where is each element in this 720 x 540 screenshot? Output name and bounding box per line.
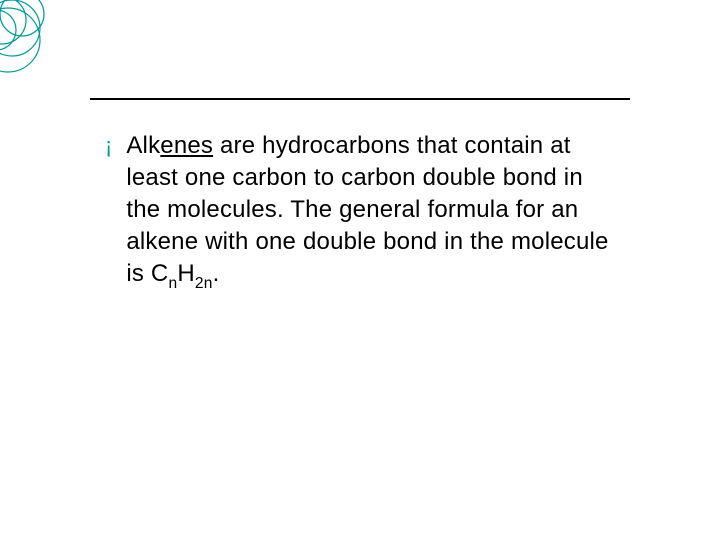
circles-icon: [0, 0, 80, 80]
bullet-item: ¡ Alkenes are hydrocarbons that contain …: [105, 130, 615, 299]
horizontal-rule: [90, 98, 630, 100]
text-part: Alk: [126, 132, 160, 159]
slide: ¡ Alkenes are hydrocarbons that contain …: [0, 0, 720, 540]
text-part: H: [177, 260, 195, 287]
body-text: Alkenes are hydrocarbons that contain at…: [126, 130, 615, 299]
bullet-glyph: ¡: [105, 130, 112, 162]
corner-decoration: [0, 0, 80, 80]
subscript: 2n: [195, 275, 213, 292]
text-underlined: enes: [160, 132, 213, 159]
text-part: .: [213, 260, 220, 287]
subscript: n: [168, 275, 177, 292]
content-area: ¡ Alkenes are hydrocarbons that contain …: [105, 130, 615, 299]
